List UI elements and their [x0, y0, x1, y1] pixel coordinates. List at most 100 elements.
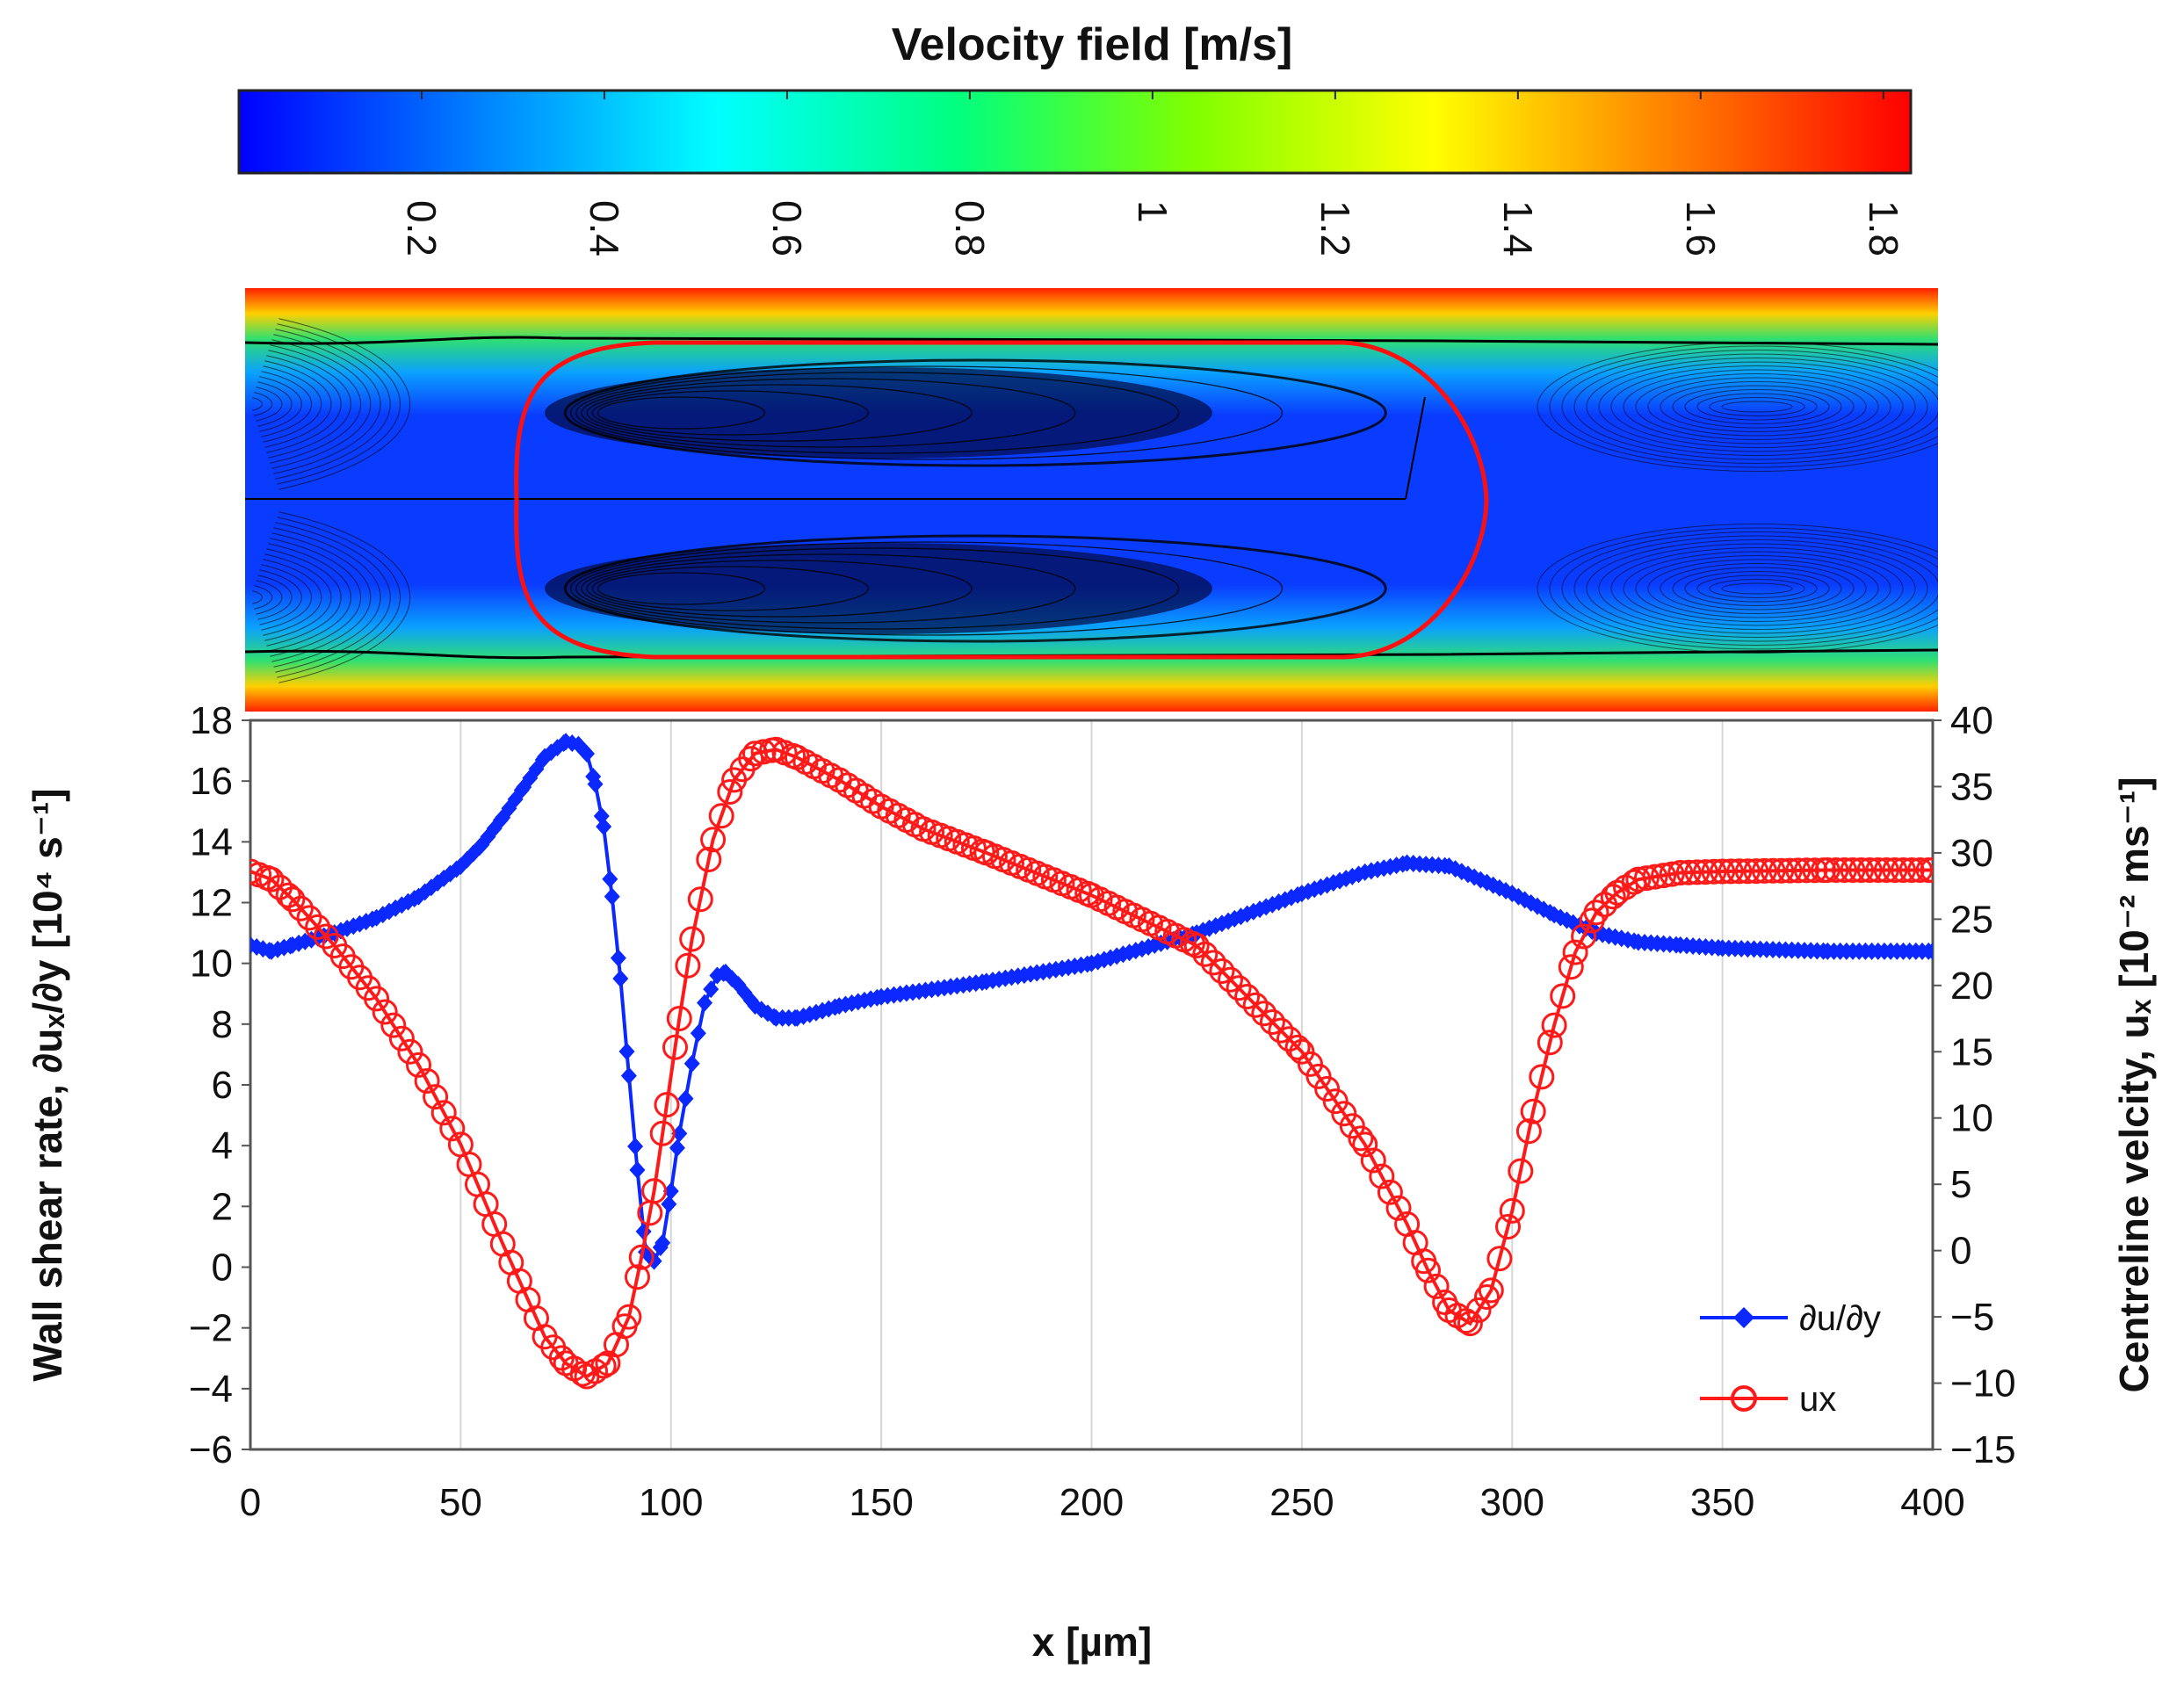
data-point: [258, 866, 285, 892]
y-right-tick-label: 20: [1950, 965, 1993, 1008]
data-point: [1457, 1311, 1483, 1337]
streamline: [597, 396, 766, 430]
x-tick-label: 150: [849, 1481, 913, 1524]
data-point: [1840, 857, 1866, 883]
streamlines: [245, 318, 1938, 683]
data-point: [1209, 958, 1235, 984]
streamline: [277, 517, 401, 678]
data-point: [610, 949, 626, 967]
data-point: [1726, 858, 1753, 885]
data-point: [1369, 1163, 1395, 1189]
data-point: [313, 923, 339, 950]
data-point: [1907, 857, 1933, 883]
streamline: [1623, 369, 1891, 444]
y-left-tick-label: −6: [189, 1428, 233, 1471]
data-point: [687, 886, 713, 913]
colorbar-tick-label: 0.4: [582, 200, 627, 257]
streamline: [271, 339, 372, 469]
data-point: [1776, 857, 1803, 884]
streamline: [1709, 579, 1805, 598]
y-right-tick-label: −10: [1950, 1362, 2016, 1406]
x-axis-ticks: 0 50 100 150 200 250 300 350 400: [240, 1481, 1965, 1524]
streamline: [597, 572, 766, 605]
streamline: [270, 344, 362, 464]
streamline: [259, 569, 302, 625]
data-point: [703, 980, 720, 999]
data-point: [717, 779, 743, 805]
colorbar-tick-label: 1.8: [1861, 200, 1906, 257]
data-point: [1925, 942, 1933, 960]
data-point: [1882, 857, 1908, 883]
data-point: [423, 1084, 449, 1110]
data-point: [1642, 864, 1668, 890]
chart: 0 50 100 150 200 250 300 350 400 −6−4−2024681012…: [25, 699, 2157, 1665]
data-point: [679, 926, 705, 952]
colorbar-tick-label: 1.4: [1495, 200, 1541, 257]
streamline: [1672, 385, 1842, 429]
x-tick-label: 250: [1269, 1481, 1334, 1524]
legend-marker-ux: [1731, 1385, 1757, 1412]
streamline: [252, 397, 263, 411]
data-point: [1251, 1001, 1277, 1027]
data-point: [604, 887, 620, 906]
data-point: [364, 986, 390, 1012]
y-left-tick-label: 4: [212, 1124, 233, 1167]
data-point: [697, 994, 713, 1012]
streamline: [1672, 567, 1842, 611]
data-point: [1651, 863, 1677, 889]
streamline: [1573, 535, 1938, 642]
data-point: [602, 870, 618, 888]
y-right-tick-label: 25: [1950, 898, 1993, 941]
data-point: [590, 1353, 617, 1379]
data-point: [1192, 941, 1219, 967]
colorbar-title: Velocity field [m/s]: [892, 19, 1293, 70]
data-point: [1802, 857, 1828, 884]
y-left-tick-label: 6: [212, 1064, 233, 1107]
streamline: [261, 564, 312, 631]
vortex-core-lower: [545, 543, 1212, 634]
series-centreline-velocity: [250, 736, 1933, 1390]
data-point: [1465, 1297, 1492, 1323]
streamline: [254, 585, 273, 610]
data-point: [439, 1116, 466, 1142]
data-point: [1352, 1131, 1378, 1158]
data-point: [1284, 1034, 1311, 1060]
data-point: [1270, 893, 1287, 912]
data-point: [708, 803, 734, 829]
streamline: [1684, 389, 1830, 424]
data-point: [587, 775, 604, 793]
legend-label-ux: ux: [1799, 1380, 1836, 1419]
data-point: [1360, 1147, 1386, 1174]
colorbar-tick-label: 1.2: [1313, 200, 1358, 257]
streamline: [275, 522, 391, 673]
streamline: [268, 350, 351, 459]
streamline: [575, 547, 1180, 630]
data-point: [683, 1054, 700, 1073]
y-right-tick-label: 35: [1950, 765, 1993, 808]
streamline: [1610, 547, 1904, 630]
data-point: [1377, 1179, 1403, 1205]
data-point: [629, 1160, 646, 1179]
data-point: [625, 1264, 650, 1290]
data-point: [1675, 859, 1702, 885]
vortex-core-upper: [545, 367, 1212, 459]
data-point: [666, 1006, 692, 1031]
streamline: [264, 360, 332, 448]
streamline: [1561, 531, 1938, 646]
streamline: [1549, 527, 1938, 650]
separatrix-upper: [245, 336, 1938, 346]
data-point: [1234, 984, 1261, 1009]
data-point: [372, 999, 398, 1025]
streamline: [273, 334, 381, 474]
streamline: [278, 318, 411, 490]
data-point: [1537, 1030, 1563, 1056]
data-point: [305, 914, 331, 940]
y-left-tick-label: 12: [190, 882, 233, 925]
colorbar-ticks: 0.2 0.4 0.6 0.8 1 1.2 1.4 1.6 1.8: [399, 90, 1906, 257]
data-point: [616, 1304, 642, 1330]
data-point: [1793, 857, 1819, 884]
data-point: [430, 1100, 457, 1126]
streamline: [1660, 563, 1855, 614]
velocity-field-panel: [245, 288, 1938, 712]
